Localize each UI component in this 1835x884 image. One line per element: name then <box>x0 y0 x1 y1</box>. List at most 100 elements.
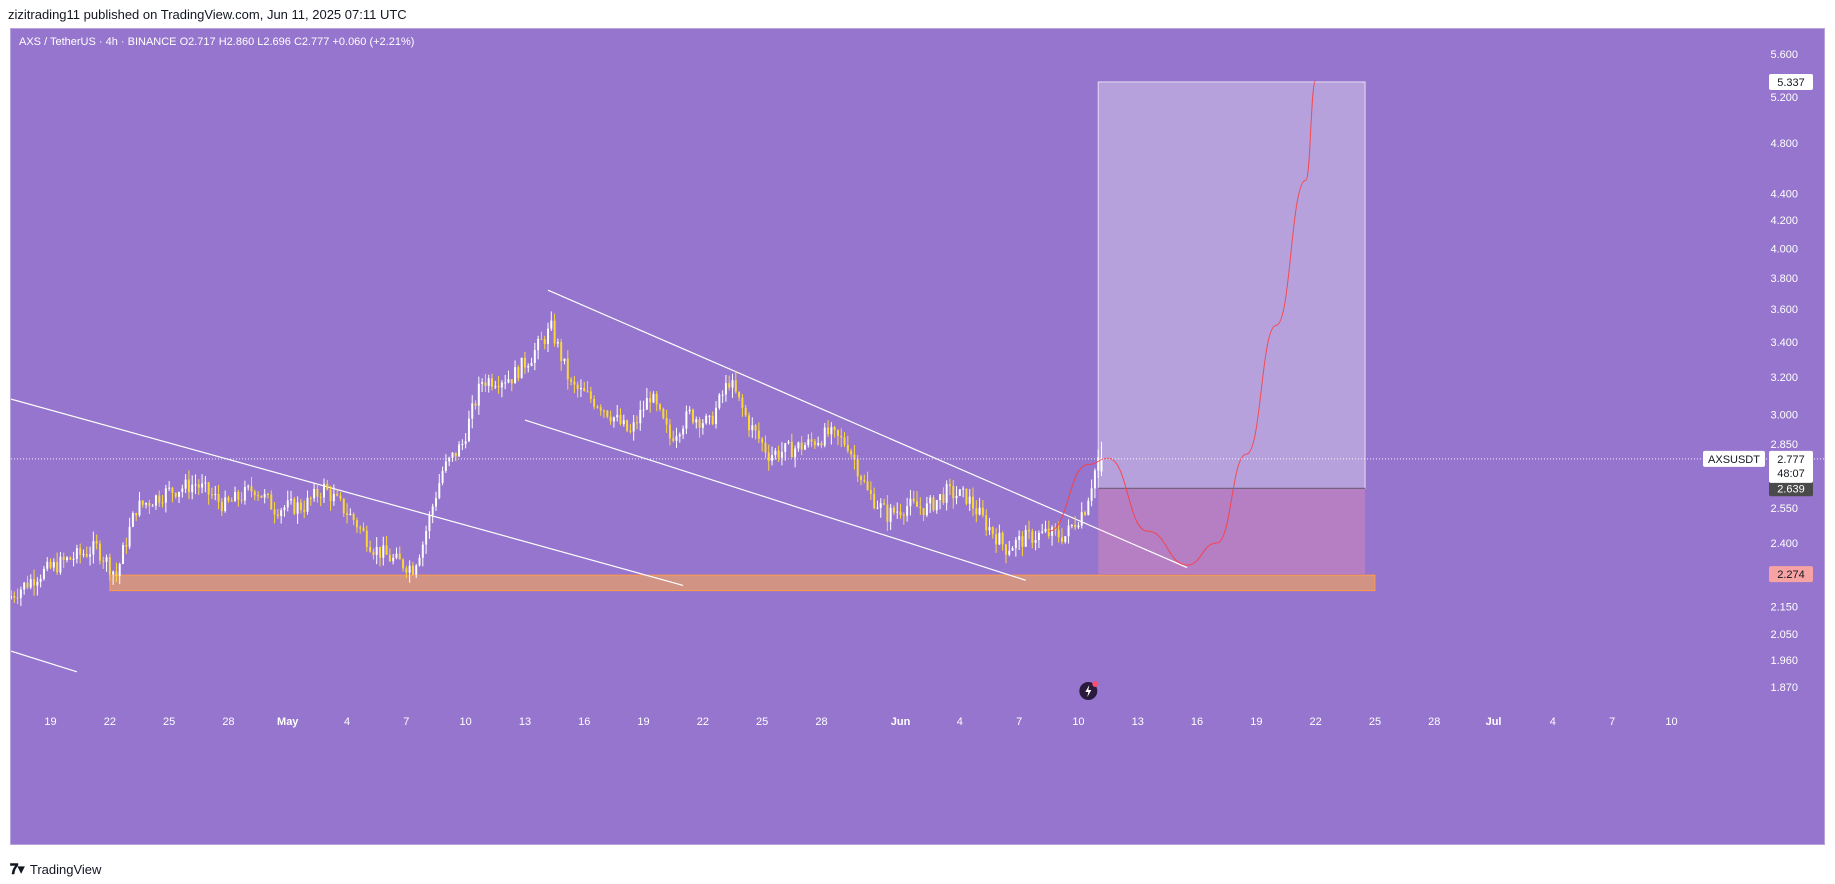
chart-area[interactable]: 5.600 5.200 4.800 4.400 4.200 4.000 3.800 3.600… <box>10 28 1825 845</box>
candle-body <box>128 526 131 547</box>
candle-body <box>556 342 559 344</box>
candle-body <box>810 439 813 442</box>
candle-body <box>1100 458 1103 472</box>
lower-left-trendline[interactable] <box>11 650 78 673</box>
candle-body <box>1087 500 1090 515</box>
candle-body <box>89 554 92 557</box>
candle-body <box>326 483 329 490</box>
lightning-bolt-glyph <box>1085 685 1092 697</box>
y-tick-label: 3.400 <box>1770 337 1798 349</box>
y-tick-label: 3.800 <box>1770 273 1798 285</box>
candle-body <box>738 391 741 398</box>
candle-body <box>204 482 207 484</box>
candle-body <box>939 494 942 501</box>
lower-channel-trendline[interactable] <box>524 419 1026 581</box>
x-tick-label: 28 <box>815 716 827 728</box>
candle-body <box>66 557 68 560</box>
x-tick-label: 13 <box>1132 716 1144 728</box>
tradingview-brand[interactable]: 𝟕▾ TradingView <box>10 860 101 878</box>
current-price-bg <box>1769 450 1813 483</box>
candle-body <box>1084 512 1087 515</box>
projection-curve[interactable] <box>1048 80 1317 566</box>
x-tick-label: 25 <box>163 716 175 728</box>
candle-body <box>102 560 105 562</box>
x-tick-label: 7 <box>1016 716 1022 728</box>
candle-body <box>418 557 421 566</box>
candle-body <box>860 476 862 481</box>
candle-body <box>540 338 543 340</box>
candle-body <box>780 451 783 458</box>
y-tick-label: 4.400 <box>1770 188 1798 200</box>
entry-price-label-bg <box>1769 480 1813 497</box>
candle-body <box>688 409 691 412</box>
candle-body <box>309 497 312 499</box>
x-tick-label: 16 <box>1191 716 1203 728</box>
candle-body <box>247 486 250 488</box>
candle-body <box>13 596 16 598</box>
candle-body <box>1031 531 1034 543</box>
candle-body <box>227 497 230 501</box>
stop-price-label: 2.274 <box>1777 569 1805 581</box>
candle-body <box>313 488 316 499</box>
candle-body <box>873 493 876 509</box>
entry-price-label: 2.639 <box>1777 483 1805 495</box>
candle-body <box>599 407 602 411</box>
candle-body <box>995 534 998 545</box>
candle-body <box>691 409 694 423</box>
candlestick-chart[interactable]: 5.600 5.200 4.800 4.400 4.200 4.000 3.800 3.600… <box>11 29 1825 845</box>
candle-body <box>609 416 612 422</box>
candle-body <box>672 438 675 441</box>
candle-body <box>438 482 441 499</box>
candle-body <box>154 495 157 506</box>
candle-body <box>283 507 286 511</box>
candle-body <box>530 362 533 366</box>
candle-body <box>33 579 36 586</box>
upper-descending-trendline[interactable] <box>547 289 1188 569</box>
candle-body <box>619 414 622 424</box>
candle-body <box>570 379 573 382</box>
candle-body <box>42 568 45 579</box>
candle-body <box>95 541 98 544</box>
candle-body <box>464 441 467 444</box>
candle-body <box>428 514 431 532</box>
candle-body <box>299 502 302 510</box>
publish-info-text: zizitrading11 published on TradingView.c… <box>8 7 407 22</box>
long-descending-trendline[interactable] <box>11 398 684 586</box>
x-tick-label: May <box>277 716 299 728</box>
candle-body <box>342 498 345 514</box>
candle-body <box>471 403 474 419</box>
candle-body <box>892 507 895 513</box>
candle-body <box>626 420 629 431</box>
x-tick-label: 16 <box>578 716 590 728</box>
candle-body <box>1057 530 1060 538</box>
candle-body <box>583 387 586 392</box>
candle-body <box>724 383 727 395</box>
x-tick-label: 22 <box>1310 716 1322 728</box>
candle-body <box>253 491 256 496</box>
candle-body <box>593 399 596 407</box>
candle-body <box>579 387 582 390</box>
candle-body <box>257 495 260 497</box>
candle-body <box>517 367 520 379</box>
candle-body <box>695 419 698 423</box>
candle-body <box>85 554 88 557</box>
candle-body <box>1041 531 1044 533</box>
candle-body <box>757 430 760 439</box>
stop-zone[interactable] <box>1098 488 1366 575</box>
candle-body <box>1021 536 1024 547</box>
candle-body <box>145 502 148 505</box>
current-price-label: 2.777 <box>1777 454 1805 466</box>
candle-body <box>319 496 322 498</box>
candle-body <box>329 489 332 502</box>
candle-body <box>59 556 62 573</box>
x-tick-label: Jun <box>891 716 911 728</box>
support-zone[interactable] <box>109 574 1376 592</box>
candle-body <box>682 428 685 435</box>
candle-body <box>224 497 227 512</box>
y-tick-label: 3.000 <box>1770 409 1798 421</box>
candle-body <box>69 557 72 560</box>
x-tick-label: 22 <box>104 716 116 728</box>
candle-body <box>560 342 563 362</box>
target-zone[interactable] <box>1097 81 1366 489</box>
candle-body <box>474 403 477 406</box>
